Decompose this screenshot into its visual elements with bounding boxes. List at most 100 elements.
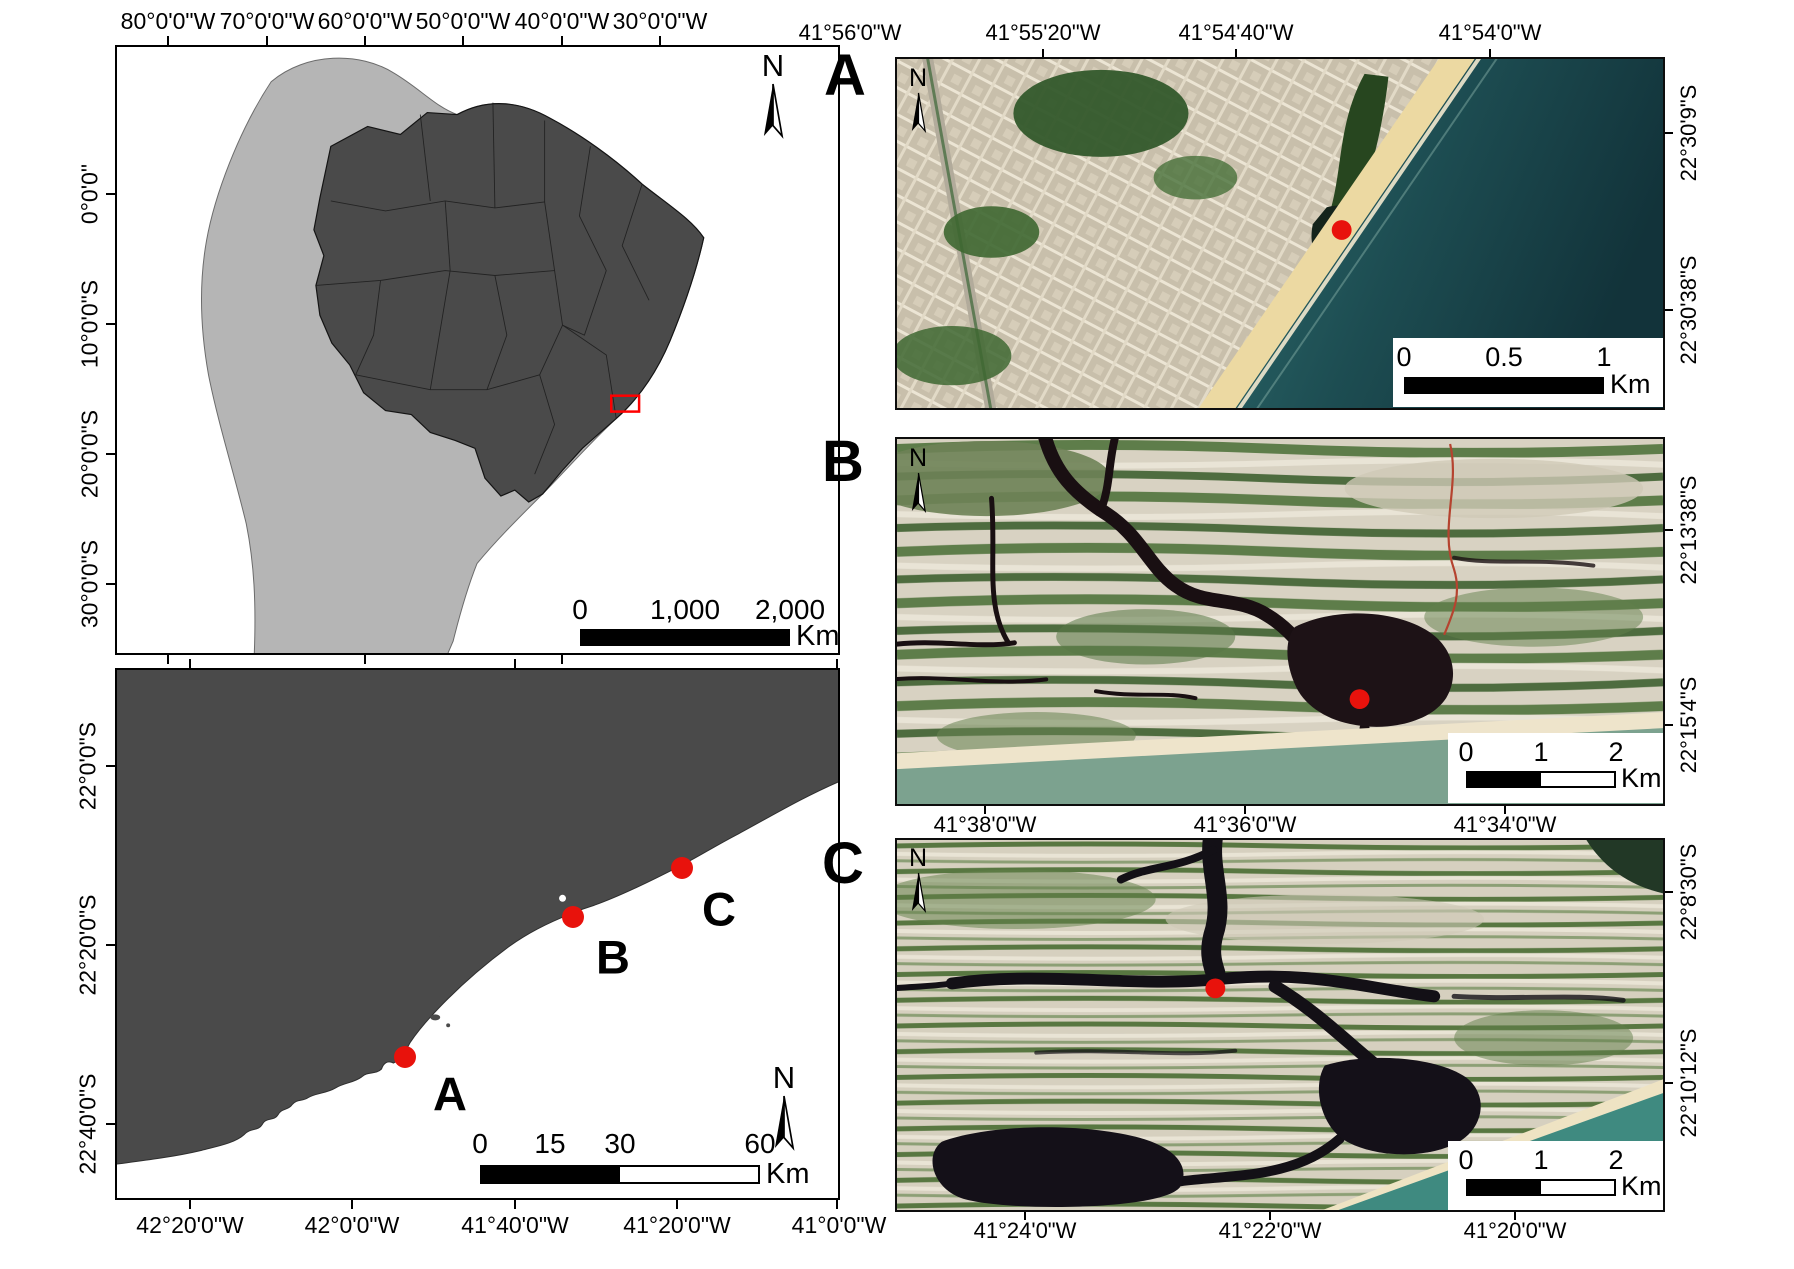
islet (434, 932, 441, 938)
panel-c-scalebar (1466, 1179, 1616, 1196)
lagoon (1287, 613, 1454, 727)
panel-a-north-arrow: N (903, 66, 933, 133)
panel-a-top-label-3: 41°54'0"W (1438, 20, 1542, 45)
tick (1514, 1212, 1516, 1220)
tick (1042, 49, 1044, 57)
overview-scale-1000: 1,000 (649, 594, 721, 625)
regional-north-arrow: N (764, 1062, 804, 1151)
tick (514, 659, 516, 668)
tick (1665, 891, 1673, 893)
tick (1024, 1212, 1026, 1220)
regional-bottom-label-1: 42°0'0"W (304, 1212, 400, 1238)
tick (364, 655, 366, 664)
panel-c-bottom-label-0: 41°24'0"W (973, 1218, 1077, 1243)
tick (1665, 132, 1673, 134)
panel-a-scalebar (1404, 377, 1604, 394)
islet (430, 1014, 441, 1021)
panel-c-bottom-label-2: 41°20'0"W (1463, 1218, 1567, 1243)
overview-top-label-5: 30°0'0"W (612, 8, 708, 34)
tick (1235, 49, 1237, 57)
sand-patch (1165, 894, 1484, 944)
panel-c-scale-0: 0 (1458, 1145, 1474, 1175)
north-letter: N (908, 444, 928, 472)
site-a-marker (1331, 220, 1352, 240)
panel-a-letter: A (824, 43, 866, 108)
tick (659, 36, 661, 45)
panel-a-scale-unit: Km (1610, 369, 1651, 399)
panel-a-top-label-0: 41°56'0"W (798, 20, 902, 45)
site-marker-a (394, 1046, 416, 1068)
tick (167, 655, 169, 664)
panel-b-scale-2: 2 (1608, 737, 1624, 767)
regional-map (115, 668, 840, 1200)
panel-c-scalebar-box (1448, 1141, 1663, 1210)
overview-scale-2000: 2,000 (754, 594, 826, 625)
overview-left-label-0: 0°0'0" (76, 163, 103, 225)
regional-scale-15: 15 (534, 1128, 566, 1159)
water-channels (897, 439, 1596, 773)
vegetation-patch (897, 869, 1156, 930)
regional-scale-30: 30 (604, 1128, 636, 1159)
panel-b-scale-0: 0 (1458, 737, 1474, 767)
site-marker-c (671, 857, 693, 879)
north-arrow-icon (911, 872, 926, 913)
overview-scalebar (580, 629, 790, 646)
north-letter: N (761, 48, 785, 83)
panel-b-north-arrow: N (903, 446, 933, 513)
regional-left-label-2: 22°40'0"S (74, 1073, 101, 1175)
vegetation-patch (1153, 155, 1238, 200)
panel-b-bottom-label-0: 41°38'0"W (933, 812, 1037, 837)
tick (167, 36, 169, 45)
tick (836, 659, 838, 668)
tick (1665, 529, 1673, 531)
panel-c-right-label-0: 22°8'30"S (1676, 843, 1701, 941)
overview-top-label-0: 80°0'0"W (120, 8, 216, 34)
panel-b-right-label-1: 22°15'4"S (1676, 676, 1701, 774)
panel-b-scale-1: 1 (1533, 737, 1549, 767)
overview-scale-0: 0 (572, 594, 588, 625)
tick (1665, 1082, 1673, 1084)
panel-c-letter: C (822, 831, 864, 896)
overview-left-label-3: 30°0'0"S (76, 539, 103, 629)
vegetation-patch (1056, 609, 1236, 665)
tick (364, 36, 366, 45)
overview-top-label-1: 70°0'0"W (219, 8, 315, 34)
lagoon (932, 1127, 1184, 1208)
water-channels (897, 840, 1626, 1187)
panel-b-letter: B (822, 429, 864, 494)
overview-left-label-2: 20°0'0"S (76, 409, 103, 499)
overview-map-canvas (200, 57, 705, 653)
tick (1665, 309, 1673, 311)
tick (106, 583, 115, 585)
regional-scale-60: 60 (744, 1128, 776, 1159)
tick (984, 806, 986, 814)
north-arrow-icon (774, 1095, 795, 1151)
tick (106, 453, 115, 455)
tick (561, 655, 563, 664)
north-letter: N (908, 844, 928, 872)
panel-b-bottom-label-2: 41°34'0"W (1453, 812, 1557, 837)
overview-north-arrow: N (753, 50, 793, 139)
tick (106, 944, 115, 946)
panel-a-scalebar-box (1393, 338, 1663, 407)
dark-vegetation (1586, 840, 1663, 894)
brazil-shape (313, 103, 705, 503)
overview-scale-unit: Km (796, 620, 840, 652)
beach-sand (897, 712, 1663, 774)
beach-sand (1322, 1079, 1663, 1210)
coastal-lagoon (559, 894, 567, 902)
vegetation-patch (1013, 69, 1189, 157)
panel-a-right-label-0: 22°30'9"S (1676, 84, 1701, 182)
tick (561, 36, 563, 45)
overview-top-label-3: 50°0'0"W (415, 8, 511, 34)
tick (1489, 49, 1491, 57)
overview-top-label-2: 60°0'0"W (317, 8, 413, 34)
tick (266, 36, 268, 45)
regional-map-canvas (117, 670, 838, 1165)
site-b-marker (1349, 689, 1370, 710)
tick (1665, 724, 1673, 726)
vegetation-patch (943, 206, 1040, 258)
north-letter: N (772, 1060, 796, 1095)
panel-a-scale-0: 0 (1396, 342, 1412, 372)
panel-c-scale-unit: Km (1621, 1171, 1662, 1201)
